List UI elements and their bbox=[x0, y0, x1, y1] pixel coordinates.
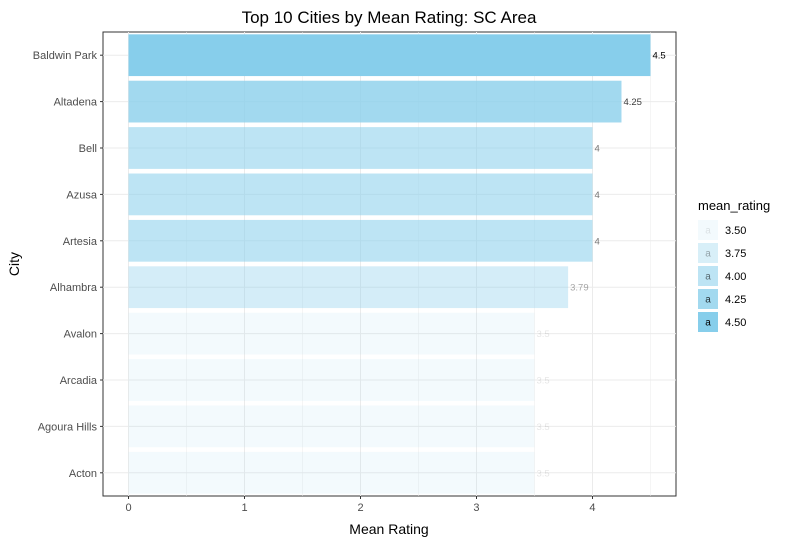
bar-data-label: 4.5 bbox=[652, 51, 665, 62]
y-tick-label: Agoura Hills bbox=[38, 421, 98, 433]
y-tick-label: Acton bbox=[69, 468, 97, 480]
y-tick-label: Alhambra bbox=[50, 282, 98, 294]
bar-data-label: 4 bbox=[594, 144, 599, 155]
x-axis-ticks: 0 1 2 3 4 bbox=[125, 496, 596, 514]
bar bbox=[128, 219, 593, 262]
bar bbox=[128, 266, 569, 309]
legend-key bbox=[698, 243, 718, 263]
x-tick-label: 2 bbox=[357, 502, 363, 514]
legend-label: 4.50 bbox=[725, 317, 746, 329]
legend: mean_rating a 3.50 a 3.75 a 4.00 a 4.25 a 4.50 bbox=[698, 198, 770, 332]
bar-data-label: 4 bbox=[594, 190, 599, 201]
legend-label: 3.50 bbox=[725, 225, 746, 237]
legend-label: 4.00 bbox=[725, 271, 746, 283]
bar-data-label: 4.25 bbox=[623, 97, 642, 108]
x-tick-label: 1 bbox=[241, 502, 247, 514]
legend-key-glyph: a bbox=[705, 249, 711, 260]
y-tick-label: Artesia bbox=[63, 236, 98, 248]
bar bbox=[128, 405, 535, 448]
bar-data-label: 3.5 bbox=[536, 329, 549, 340]
bar bbox=[128, 80, 622, 123]
bar-data-label: 3.5 bbox=[536, 422, 549, 433]
y-tick-label: Altadena bbox=[54, 97, 98, 109]
y-tick-label: Avalon bbox=[64, 329, 97, 341]
bar-data-label: 3.5 bbox=[536, 468, 549, 479]
chart-title: Top 10 Cities by Mean Rating: SC Area bbox=[242, 8, 537, 27]
legend-key-glyph: a bbox=[705, 295, 711, 306]
y-axis-title: City bbox=[6, 252, 22, 276]
y-tick-label: Baldwin Park bbox=[33, 50, 98, 62]
bars bbox=[128, 34, 651, 494]
bar-data-label: 4 bbox=[594, 236, 599, 247]
y-tick-label: Azusa bbox=[66, 189, 97, 201]
bar bbox=[128, 312, 535, 355]
bar-labels: 4.5 4.25 4 4 4 3.79 3.5 3.5 3.5 3.5 bbox=[536, 51, 665, 480]
bar bbox=[128, 127, 593, 169]
legend-title: mean_rating bbox=[698, 198, 770, 213]
x-tick-label: 4 bbox=[589, 502, 595, 514]
legend-key-glyph: a bbox=[705, 318, 711, 329]
legend-key bbox=[698, 220, 718, 240]
bar bbox=[128, 34, 651, 77]
legend-key bbox=[698, 266, 718, 286]
legend-label: 4.25 bbox=[725, 294, 746, 306]
y-tick-label: Arcadia bbox=[60, 375, 98, 387]
legend-key bbox=[698, 312, 718, 332]
legend-key bbox=[698, 289, 718, 309]
x-axis-title: Mean Rating bbox=[349, 521, 428, 537]
legend-label: 3.75 bbox=[725, 248, 746, 260]
bar bbox=[128, 173, 593, 216]
y-axis-ticks: Baldwin Park Altadena Bell Azusa Artesia Alha… bbox=[33, 50, 103, 480]
bar-data-label: 3.5 bbox=[536, 376, 549, 387]
x-tick-label: 3 bbox=[473, 502, 479, 514]
y-tick-label: Bell bbox=[79, 143, 97, 155]
legend-keys: a 3.50 a 3.75 a 4.00 a 4.25 a 4.50 bbox=[698, 220, 746, 332]
legend-key-glyph: a bbox=[705, 226, 711, 237]
legend-key-glyph: a bbox=[705, 272, 711, 283]
x-tick-label: 0 bbox=[125, 502, 131, 514]
bar bbox=[128, 451, 535, 494]
bar bbox=[128, 359, 535, 401]
bar-data-label: 3.79 bbox=[570, 283, 589, 294]
